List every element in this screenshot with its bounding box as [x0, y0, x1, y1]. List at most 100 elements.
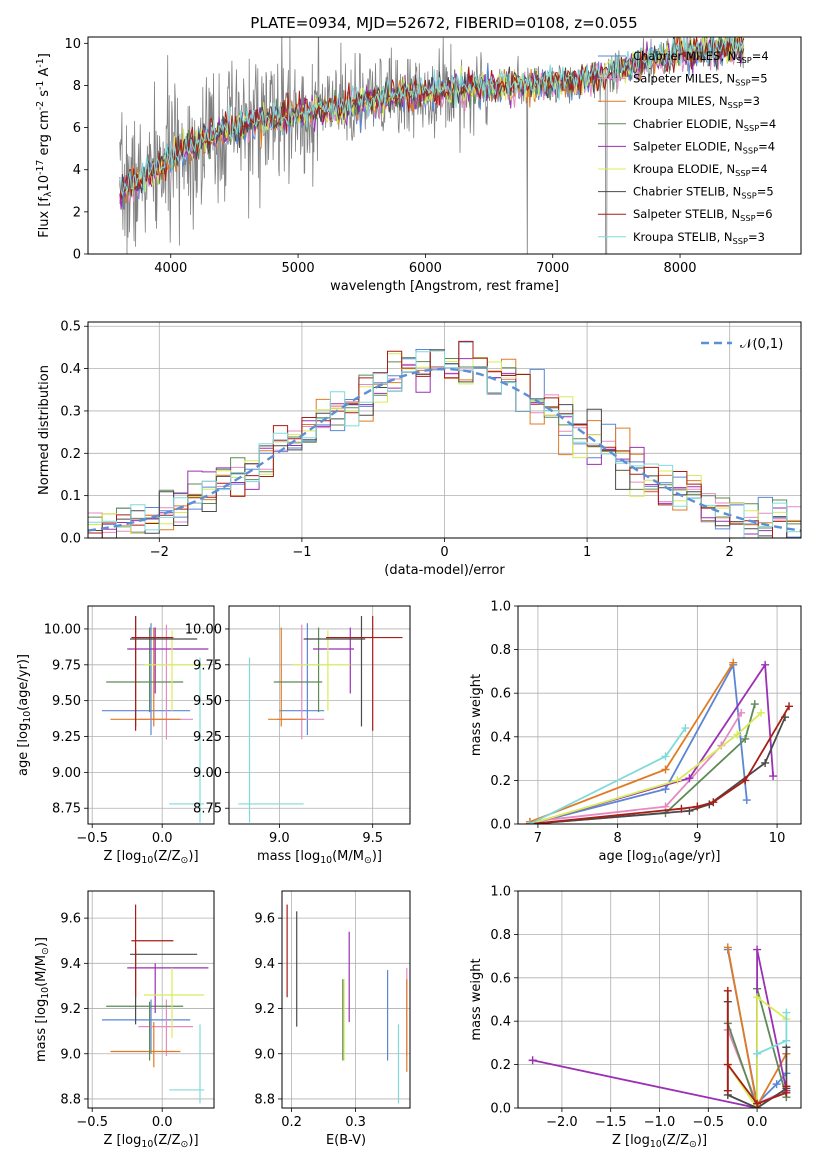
weight-marker — [761, 758, 770, 767]
x-axis-label: Z [log10(Z/Z⊙)] — [612, 1133, 707, 1150]
y-tick-label: 0.2 — [490, 774, 511, 789]
spectrum-panel: 4000 5000 6000 7000 8000 0 2 4 6 8 10 wavelength [A… — [35, 36, 802, 294]
y-tick-label: 9.50 — [52, 694, 81, 709]
x-tick-label: −0.5 — [693, 1115, 725, 1130]
y-tick-label: 4 — [73, 163, 81, 178]
legend-label-chabrier-elodie: Chabrier ELODIE, NSSP=4 — [633, 117, 776, 133]
x-tick-label: 4000 — [154, 261, 187, 276]
legend-label-salpeter-elodie: Salpeter ELODIE, NSSP=4 — [633, 139, 775, 155]
y-tick-label: 0.8 — [490, 928, 511, 943]
weight-path — [529, 703, 756, 824]
y-tick-label: 0.4 — [490, 1015, 511, 1030]
y-tick-label: 0.0 — [490, 818, 511, 833]
y-tick-label: 0.5 — [60, 320, 81, 335]
errorbar-kroupa-elodie — [144, 967, 205, 1038]
y-tick-label: 1.0 — [490, 600, 511, 615]
x-axis-label: E(B-V) — [326, 1133, 366, 1148]
y-tick-label: 9.25 — [193, 730, 222, 745]
weight-path — [529, 727, 687, 824]
legend-label-kroupa-stelib: Kroupa STELIB, NSSP=3 — [633, 230, 765, 246]
x-tick-label: 9.0 — [269, 831, 290, 846]
weight-line-kroupa-miles — [525, 658, 738, 824]
axes-frame — [517, 890, 802, 1109]
weight-marker — [753, 945, 762, 954]
y-axis-label: mass weight — [469, 674, 484, 756]
weight-marker — [772, 1080, 781, 1089]
y-tick-label: 10 — [64, 37, 81, 52]
weight-line-salpeter-miles — [525, 708, 746, 824]
weight-marker — [782, 1082, 791, 1091]
legend-label-kroupa-miles: Kroupa MILES, NSSP=3 — [633, 94, 760, 110]
y-tick-label: 9.00 — [52, 766, 81, 781]
errorbar-kroupa-miles — [110, 627, 181, 727]
x-tick-label: 9.5 — [362, 831, 383, 846]
x-tick-label: 0.2 — [281, 1115, 302, 1130]
figure-title: PLATE=0934, MJD=52672, FIBERID=0108, z=0… — [250, 14, 637, 32]
weight-line-salpeter-stelib — [723, 986, 791, 1108]
y-tick-label: 0.0 — [60, 532, 81, 547]
x-tick-label: 8 — [614, 831, 622, 846]
plot-area — [102, 616, 209, 823]
errorbar-kroupa-stelib — [169, 657, 205, 823]
errorbar-chabrier-elodie — [106, 627, 184, 713]
y-tick-label: 9.4 — [60, 957, 81, 972]
x-axis-label: age [log10(age/yr)] — [599, 849, 721, 866]
y-tick-label: 9.0 — [60, 1047, 81, 1062]
weight-marker — [737, 708, 746, 717]
y-tick-label: 6 — [73, 121, 81, 136]
plot-area — [102, 904, 209, 1104]
y-tick-label: 9.4 — [254, 957, 275, 972]
plot-area — [525, 658, 794, 824]
weight-marker — [733, 730, 742, 739]
x-tick-label: 8000 — [663, 261, 696, 276]
x-tick-label: −1 — [292, 545, 311, 560]
spectrum-legend: Chabrier MILES, NSSP=4 Salpeter MILES, NS… — [598, 49, 776, 246]
x-tick-label: 0 — [440, 545, 448, 560]
errorbar-kroupa-miles — [268, 627, 306, 727]
errorbar-chabrier-elodie — [273, 627, 323, 713]
legend-label-chabrier-miles: Chabrier MILES, NSSP=4 — [633, 49, 769, 65]
x-tick-label: 0.0 — [747, 1115, 768, 1130]
weight-marker — [661, 785, 670, 794]
y-tick-label: 0.4 — [490, 730, 511, 745]
plot-area — [528, 943, 791, 1108]
x-tick-label: −0.5 — [76, 831, 108, 846]
weight-marker — [742, 796, 751, 805]
errorbar-salpeter-stelib — [131, 904, 174, 998]
plot-area — [286, 904, 408, 1104]
y-tick-label: 9.2 — [60, 1002, 81, 1017]
weight-marker — [673, 776, 682, 785]
y-tick-label: 0.0 — [490, 1102, 511, 1117]
y-tick-label: 8.75 — [52, 802, 81, 817]
weight-marker — [661, 752, 670, 761]
weight-marker — [661, 765, 670, 774]
x-tick-label: 2 — [726, 545, 734, 560]
weight-marker — [723, 986, 732, 995]
weight-marker — [741, 734, 750, 743]
weight-marker — [723, 943, 732, 952]
weight-path — [529, 705, 790, 824]
weight-vs-age-panel: 7 8 9 10 0.0 0.2 0.4 0.6 0.8 1.0 age [log10(age/yr… — [469, 600, 802, 866]
y-tick-label: 10.00 — [44, 622, 81, 637]
y-axis-label: age [log10(age/yr)] — [16, 654, 33, 776]
y-tick-label: 9.75 — [52, 658, 81, 673]
weight-vs-metallicity-panel: −2.0 −1.5 −1.0 −0.5 0.0 0.0 0.2 0.4 0.6 0.8 1.0 Z [… — [469, 885, 802, 1150]
errorbar-kroupa-stelib — [238, 657, 304, 823]
x-tick-label: 0.3 — [345, 1115, 366, 1130]
errorbar-kroupa-elodie — [292, 630, 351, 711]
grid-lines — [282, 891, 410, 1108]
plot-area — [88, 340, 801, 538]
mass-vs-metallicity-panel: −0.5 0.0 8.8 9.0 9.2 9.4 9.6 Z [log10(Z/Z⊙)] mas… — [34, 890, 215, 1150]
weight-marker — [782, 1008, 791, 1017]
weight-marker — [753, 1049, 762, 1058]
y-tick-label: 0.4 — [60, 362, 81, 377]
weight-marker — [525, 820, 534, 824]
weight-marker — [723, 1086, 732, 1095]
y-tick-label: 9.25 — [52, 730, 81, 745]
weight-marker — [785, 702, 794, 711]
x-tick-label: −2.0 — [546, 1115, 578, 1130]
x-tick-label: 0.0 — [152, 831, 173, 846]
weight-marker — [782, 1036, 791, 1045]
y-tick-label: 0 — [73, 248, 81, 263]
